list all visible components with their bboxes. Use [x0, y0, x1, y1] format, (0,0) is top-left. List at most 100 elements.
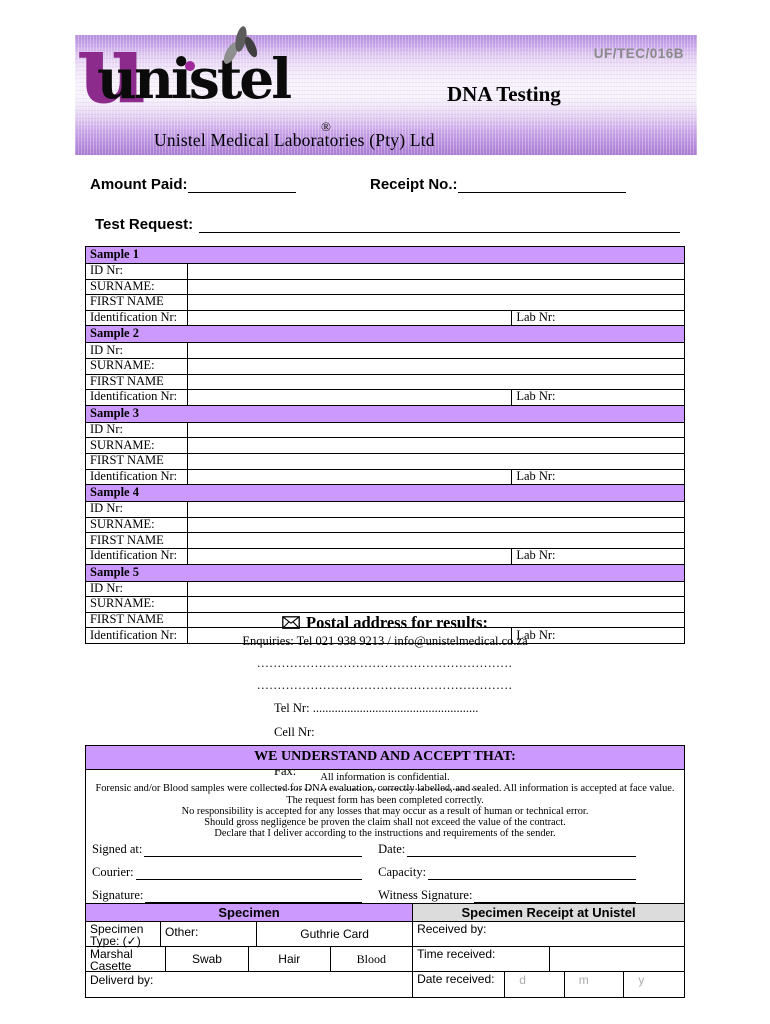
test-request-blank[interactable] — [199, 218, 680, 233]
sample-field-label: Identification Nr: — [84, 309, 189, 327]
specimen-type-row: Specimen Type: (✓) Other: Guthrie Card — [86, 920, 413, 948]
receipt-no-field: Receipt No.: — [370, 176, 626, 193]
specimen-header: Specimen — [86, 903, 413, 921]
amount-paid-blank[interactable] — [187, 178, 296, 193]
signature-witness-row: Signature: Witness Signature: — [92, 888, 676, 903]
sample-field-label: ID Nr: — [84, 501, 189, 518]
time-received-value-cell[interactable] — [550, 947, 684, 971]
samples-table-body: Sample 1 ID Nr: SURNAME: FIRST NAME Identifi… — [84, 246, 685, 644]
sample-field-value-cell[interactable] — [187, 468, 513, 486]
capacity-blank[interactable] — [428, 866, 636, 880]
specimen-left-section: Specimen Specimen Type: (✓) Other: Guthr… — [86, 903, 414, 997]
witness-signature-blank[interactable] — [474, 889, 636, 903]
delivered-by-cell[interactable]: Deliverd by: — [90, 972, 154, 987]
sample-field-value-cell[interactable] — [187, 421, 685, 439]
lab-nr-cell[interactable]: Lab Nr: — [511, 468, 685, 486]
signed-at-blank[interactable] — [144, 843, 363, 857]
sample-field-value-cell[interactable] — [187, 501, 685, 518]
specimen-blood-cell[interactable]: Blood — [356, 951, 386, 966]
sample-field-value-cell[interactable] — [187, 547, 513, 565]
sample-field-label: ID Nr: — [84, 342, 189, 359]
specimen-guthrie-cell[interactable]: Guthrie Card — [300, 926, 369, 941]
sample-field-value-cell[interactable] — [187, 309, 513, 327]
lab-nr-cell[interactable]: Lab Nr: — [511, 627, 685, 644]
agreement-clause: Should gross negligence be proven the cl… — [204, 817, 566, 829]
address-blank-line[interactable]: ........................................… — [257, 656, 513, 670]
sample-section-header: Sample 5 — [85, 563, 685, 582]
specimen-swab-cell[interactable]: Swab — [166, 946, 250, 971]
unistel-logo: u unistel ® — [77, 21, 331, 149]
postal-title: Postal address for results: — [85, 613, 685, 633]
sample-field-label: SURNAME: — [84, 357, 189, 375]
lab-nr-cell[interactable]: Lab Nr: — [511, 547, 685, 565]
sample-field-label: Identification Nr: — [84, 627, 189, 644]
sample-field-label: SURNAME: — [84, 516, 189, 534]
registered-mark: ® — [321, 119, 331, 134]
sample-field-value-cell[interactable] — [187, 627, 513, 644]
postal-title-text: Postal address for results: — [306, 613, 488, 632]
specimen-right-section: Specimen Receipt at Unistel Received by:… — [413, 903, 684, 997]
date-blank[interactable] — [407, 843, 636, 857]
amount-paid-field: Amount Paid: — [90, 176, 296, 193]
lab-nr-cell[interactable]: Lab Nr: — [511, 309, 685, 327]
date-month-cell[interactable]: m — [565, 971, 625, 997]
specimen-table: Specimen Specimen Type: (✓) Other: Guthr… — [86, 902, 684, 997]
amount-paid-label: Amount Paid: — [90, 176, 188, 193]
sample-field-label: FIRST NAME — [84, 373, 189, 391]
sample-field-label: FIRST NAME — [84, 532, 189, 549]
agreement-clause: No responsibility is accepted for any lo… — [181, 805, 589, 817]
test-request-field: Test Request: — [95, 216, 680, 233]
agreement-title: WE UNDERSTAND AND ACCEPT THAT: — [86, 746, 684, 770]
sample-field-label: ID Nr: — [84, 580, 189, 598]
specimen-marshal-cell[interactable]: Marshal Casette — [86, 946, 166, 973]
courier-blank[interactable] — [135, 866, 363, 880]
time-received-row: Time received: — [413, 945, 684, 971]
witness-signature-label: Witness Signature: — [378, 887, 473, 902]
logo-big-letter: u — [77, 12, 147, 125]
sample-field-value-cell[interactable] — [187, 389, 513, 406]
sample-field-label: SURNAME: — [84, 278, 189, 296]
address-blank-line[interactable]: ........................................… — [257, 678, 513, 692]
lab-nr-cell[interactable]: Lab Nr: — [511, 389, 685, 406]
company-name: Unistel Medical Laboratories (Pty) Ltd — [154, 130, 435, 150]
date-label: Date: — [378, 841, 406, 856]
sample-field-value-cell[interactable] — [187, 373, 685, 391]
specimen-other-cell[interactable]: Other: — [161, 921, 258, 946]
sample-field-value-cell[interactable] — [187, 263, 685, 280]
sample-field-value-cell[interactable] — [187, 580, 685, 598]
agreement-box: WE UNDERSTAND AND ACCEPT THAT: All infor… — [85, 745, 685, 998]
specimen-hair-cell[interactable]: Hair — [249, 946, 331, 971]
sample-field-value-cell[interactable] — [187, 532, 685, 549]
sample-field-value-cell[interactable] — [187, 357, 685, 375]
courier-label: Courier: — [92, 864, 134, 879]
sample-field-label: SURNAME: — [84, 437, 189, 454]
sample-field-value-cell[interactable] — [187, 294, 685, 311]
sample-field-label: FIRST NAME — [84, 452, 189, 470]
signed-at-label: Signed at: — [92, 841, 143, 856]
received-by-cell[interactable]: Received by: — [417, 921, 487, 936]
delivered-by-row: Deliverd by: — [86, 970, 413, 997]
sample-field-value-cell[interactable] — [187, 437, 685, 454]
agreement-clause: Declare that I deliver according to the … — [214, 828, 556, 840]
sample-section-header: Sample 4 — [85, 484, 685, 503]
logo-i-dot — [185, 61, 195, 71]
samples-table: Sample 1 ID Nr: SURNAME: FIRST NAME Identifi… — [84, 246, 685, 644]
sample-field-value-cell[interactable] — [187, 596, 685, 613]
sample-field-label: Identification Nr: — [84, 389, 189, 406]
sample-section-header: Sample 3 — [85, 404, 685, 423]
receipt-no-blank[interactable] — [457, 178, 626, 193]
date-day-cell[interactable]: d — [505, 971, 565, 997]
sample-field-value-cell[interactable] — [187, 452, 685, 470]
sample-field-value-cell[interactable] — [187, 342, 685, 359]
header-banner: UF/TEC/016B u unistel ® DNA Testing Unis… — [75, 21, 697, 155]
test-request-label: Test Request: — [95, 216, 194, 233]
form-code: UF/TEC/016B — [593, 46, 684, 61]
signature-blank[interactable] — [145, 889, 363, 903]
tel-nr-line[interactable]: Tel Nr: ................................… — [274, 701, 479, 715]
date-year-cell[interactable]: y — [638, 972, 645, 987]
sample-field-label: ID Nr: — [84, 263, 189, 280]
sample-field-value-cell[interactable] — [187, 516, 685, 534]
sample-field-value-cell[interactable] — [187, 278, 685, 296]
agreement-lines: All information is confidential. Forensic… — [86, 770, 684, 840]
